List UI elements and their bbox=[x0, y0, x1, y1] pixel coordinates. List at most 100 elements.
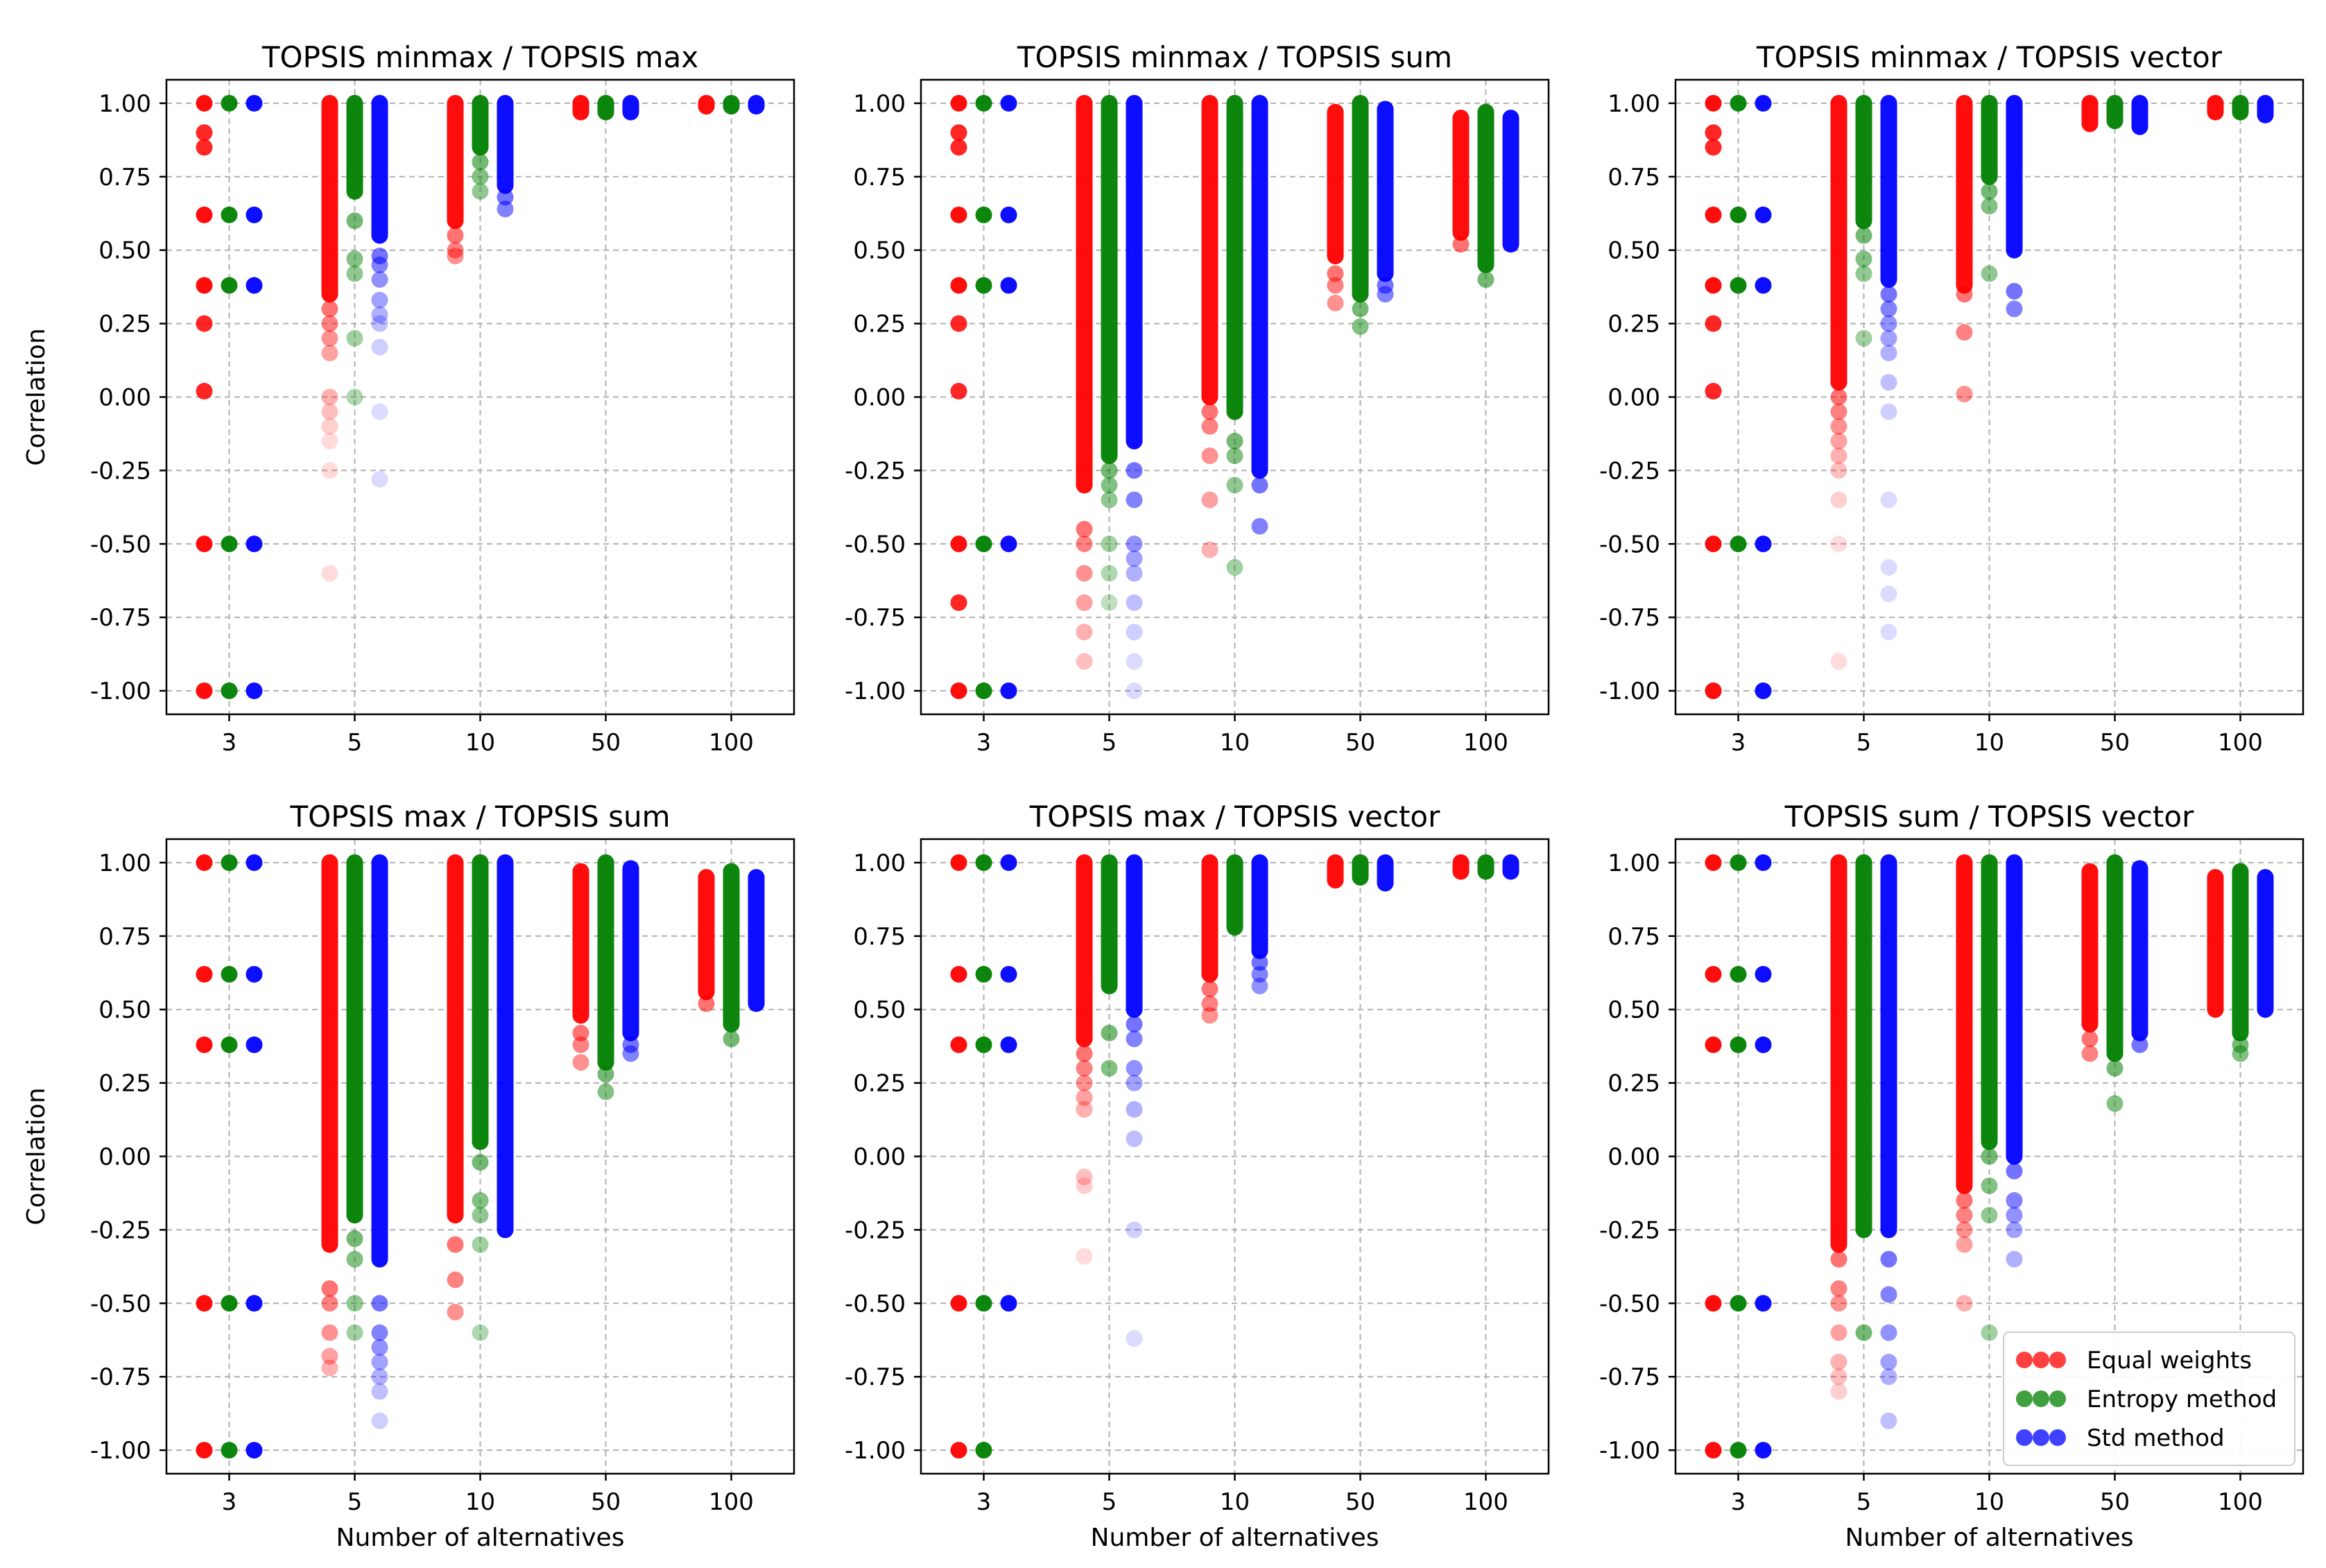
y-tick-label: 0.50 bbox=[853, 237, 906, 265]
x-tick-label: 10 bbox=[1220, 1488, 1250, 1516]
data-point bbox=[1076, 653, 1093, 670]
x-axis-label: Number of alternatives bbox=[1845, 1524, 2134, 1552]
data-point bbox=[447, 241, 464, 259]
data-point bbox=[1830, 653, 1847, 670]
legend-label: Std method bbox=[2087, 1424, 2225, 1452]
y-tick-label: 0.00 bbox=[98, 1144, 151, 1171]
data-point bbox=[950, 124, 967, 141]
y-tick-label: -0.75 bbox=[1599, 604, 1660, 632]
x-tick-label: 5 bbox=[347, 1488, 363, 1516]
data-point bbox=[1226, 447, 1243, 465]
y-tick-label: 0.00 bbox=[98, 384, 151, 412]
data-point bbox=[1076, 535, 1093, 553]
scatter-points bbox=[196, 854, 765, 1459]
data-point bbox=[1101, 1060, 1118, 1077]
data-point bbox=[1830, 1324, 1847, 1341]
x-tick-label: 3 bbox=[1731, 729, 1746, 757]
data-point bbox=[723, 1031, 740, 1048]
data-point bbox=[1076, 1169, 1093, 1186]
y-tick-label: -1.00 bbox=[1599, 1437, 1660, 1465]
data-point bbox=[1730, 965, 1747, 983]
data-point bbox=[1000, 1295, 1017, 1312]
data-point bbox=[1101, 594, 1118, 612]
data-point bbox=[196, 206, 213, 223]
legend-marker bbox=[2033, 1352, 2049, 1368]
data-point bbox=[2232, 1036, 2249, 1053]
data-point bbox=[245, 1295, 263, 1312]
data-point bbox=[196, 315, 213, 332]
y-tick-label: -1.00 bbox=[845, 678, 906, 705]
data-point bbox=[1705, 854, 1722, 871]
data-point bbox=[1201, 981, 1218, 998]
y-tick-label: 0.75 bbox=[98, 164, 151, 191]
data-point bbox=[1880, 300, 1897, 318]
data-point bbox=[1126, 653, 1143, 670]
legend-marker bbox=[2016, 1390, 2033, 1407]
data-point bbox=[371, 315, 388, 332]
data-point bbox=[196, 1036, 213, 1053]
data-point bbox=[1830, 1368, 1847, 1386]
data-point bbox=[196, 124, 213, 141]
y-tick-label: 1.00 bbox=[1608, 90, 1660, 118]
data-point bbox=[1730, 535, 1747, 553]
data-point bbox=[1126, 1060, 1143, 1077]
data-point bbox=[2006, 1162, 2023, 1180]
data-point bbox=[1201, 447, 1218, 465]
data-point bbox=[346, 388, 363, 406]
data-point bbox=[1076, 1045, 1093, 1062]
legend-marker bbox=[2016, 1352, 2033, 1368]
data-point bbox=[221, 535, 238, 553]
data-point bbox=[346, 1295, 363, 1312]
data-point bbox=[245, 1036, 263, 1053]
panel-title: TOPSIS sum / TOPSIS vector bbox=[1784, 800, 2194, 834]
x-tick-label: 3 bbox=[1731, 1488, 1746, 1516]
data-point bbox=[472, 153, 489, 171]
data-point bbox=[1251, 517, 1268, 535]
data-point bbox=[321, 315, 338, 332]
subplot-5: 1.00 0.75 0.50 0.25 0.00 -0.25 -0.50 -0.75 -1.00… bbox=[845, 800, 1550, 1552]
data-point bbox=[1830, 447, 1847, 465]
data-point bbox=[1880, 1412, 1897, 1429]
y-tick-label: 1.00 bbox=[98, 90, 151, 118]
data-point bbox=[371, 271, 388, 288]
data-point bbox=[245, 854, 263, 871]
data-point bbox=[975, 682, 992, 700]
data-point bbox=[1705, 206, 1722, 223]
data-point bbox=[1981, 198, 1998, 215]
y-tick-label: 0.75 bbox=[853, 923, 906, 951]
data-point bbox=[472, 182, 489, 200]
data-point bbox=[321, 403, 338, 420]
data-point bbox=[1126, 1074, 1143, 1092]
data-point bbox=[1830, 417, 1847, 435]
data-point bbox=[196, 139, 213, 156]
y-tick-label: -0.75 bbox=[1599, 1363, 1660, 1391]
data-point bbox=[371, 248, 388, 265]
y-tick-label: 0.25 bbox=[1608, 1070, 1660, 1098]
data-point bbox=[1855, 250, 1872, 268]
data-point bbox=[221, 1442, 238, 1459]
data-point bbox=[1730, 94, 1747, 112]
data-point bbox=[1000, 277, 1017, 294]
data-point bbox=[447, 1236, 464, 1253]
scatter-points bbox=[950, 854, 1519, 1459]
data-point bbox=[1126, 565, 1143, 582]
data-point bbox=[1076, 594, 1093, 612]
y-tick-label: 0.00 bbox=[853, 384, 906, 412]
panel-title: TOPSIS minmax / TOPSIS vector bbox=[1756, 40, 2223, 74]
data-point bbox=[1705, 124, 1722, 141]
data-point bbox=[321, 300, 338, 318]
data-point bbox=[975, 277, 992, 294]
data-point bbox=[1076, 1060, 1093, 1077]
y-tick-label: 0.25 bbox=[853, 1070, 906, 1098]
data-point bbox=[245, 94, 263, 112]
data-point bbox=[321, 344, 338, 361]
data-point bbox=[1377, 277, 1394, 294]
y-tick-label: 0.00 bbox=[853, 1144, 906, 1171]
data-point bbox=[1126, 594, 1143, 612]
x-tick-label: 100 bbox=[2218, 729, 2263, 757]
data-point bbox=[975, 965, 992, 983]
data-point bbox=[1327, 294, 1344, 311]
y-tick-label: -0.25 bbox=[1599, 457, 1660, 485]
data-point bbox=[1126, 1130, 1143, 1148]
data-point bbox=[1830, 403, 1847, 420]
